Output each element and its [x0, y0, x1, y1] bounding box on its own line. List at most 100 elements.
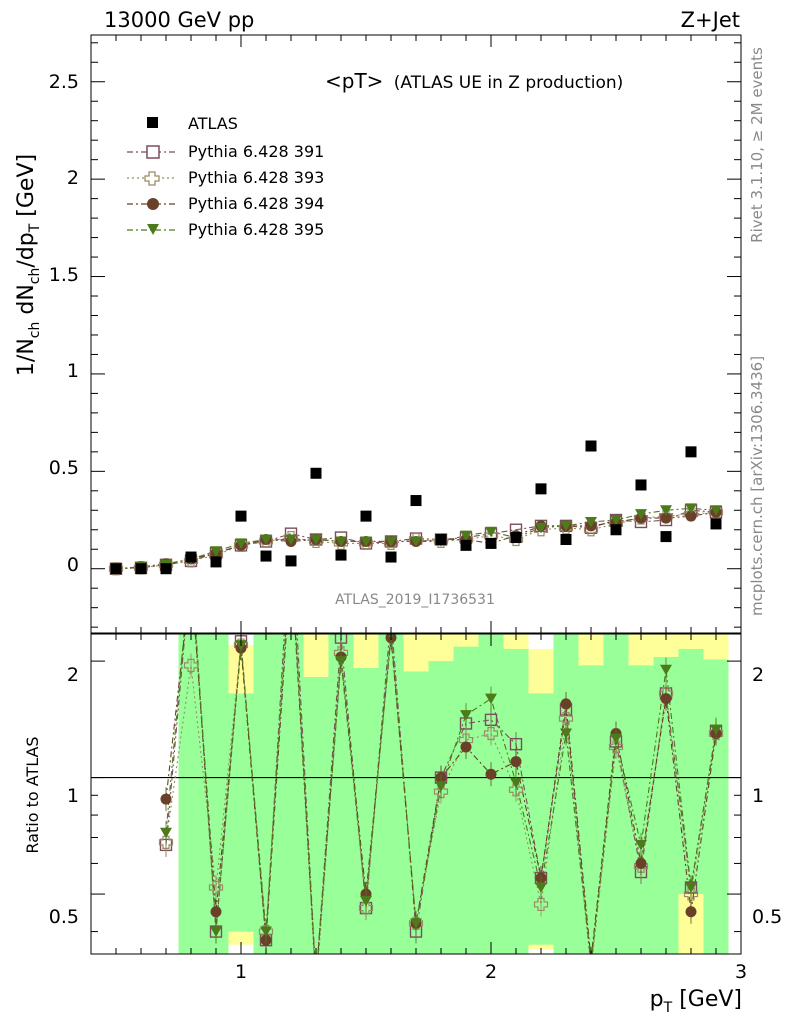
atlas-point-17: [535, 483, 547, 495]
ytick-2: 2: [67, 167, 79, 189]
legend-marker-atlas: [147, 117, 158, 128]
collision-label: 13000 GeV pp: [104, 8, 254, 32]
rtick-left-2: 2: [67, 664, 79, 686]
xtick-3: 3: [735, 961, 747, 983]
ratio-point-p393-16: [508, 783, 524, 797]
atlas-point-24: [710, 518, 722, 530]
atlas-point-13: [435, 534, 447, 546]
ratio-point-p393-3: [183, 658, 199, 672]
atlas-point-20: [610, 524, 622, 536]
ratio-point-p393-15: [483, 726, 499, 741]
main-point-p395-17: [535, 522, 547, 534]
ytick-1: 1: [67, 360, 79, 382]
main-point-p395-4: [210, 546, 222, 557]
x-axis-title: pT [GeV]: [650, 987, 742, 1016]
ratio-point-p394-14: [460, 741, 472, 753]
main-point-p395-5: [235, 538, 247, 549]
ratio-point-p395-13: [435, 781, 447, 792]
axis-ticks: [90, 35, 742, 954]
ytick-1.5: 1.5: [49, 264, 79, 286]
mcplots-label: mcplots.cern.ch [arXiv:1306.3436]: [748, 356, 766, 616]
ratio-point-p395-20: [610, 733, 622, 745]
ratio-point-p393-20: [608, 740, 624, 754]
ratio-point-p395-17: [535, 882, 547, 893]
analysis-id: ATLAS_2019_I1736531: [335, 592, 495, 608]
ratio-band-inner-21: [703, 659, 729, 954]
main-series-group: [108, 440, 724, 576]
x-tick-labels: 1 2 3: [235, 961, 747, 983]
main-point-p395-20: [610, 515, 622, 526]
ratio-point-p394-16: [510, 756, 522, 768]
ratio-point-p395-10: [360, 895, 372, 907]
ratio-band-inner-13: [503, 648, 529, 954]
ratio-band-inner-12: [478, 634, 504, 954]
main-point-p395-23: [685, 503, 697, 514]
ratio-point-p393-19: [585, 963, 598, 975]
atlas-point-23: [685, 446, 697, 458]
rtick-left-0.5: 0.5: [49, 906, 79, 928]
rivet-label: Rivet 3.1.10, ≥ 2M events: [748, 47, 766, 243]
atlas-point-2: [160, 563, 172, 575]
atlas-point-15: [485, 537, 497, 549]
atlas-point-16: [510, 532, 522, 544]
main-point-p395-10: [360, 536, 372, 547]
ratio-point-p395-16: [510, 777, 522, 789]
ratio-point-p394-18: [560, 698, 572, 710]
plot-title: <pT> (ATLAS UE in Z production): [325, 69, 623, 93]
ratio-point-p395-2: [160, 827, 172, 839]
legend-marker-393: [144, 171, 160, 186]
main-point-p395-22: [660, 505, 672, 516]
ratio-point-p393-8: [310, 985, 323, 997]
ratio-band-inner-20: [678, 648, 704, 895]
main-point-p395-21: [635, 509, 647, 520]
ytick-2.5: 2.5: [49, 71, 79, 93]
main-point-p395-9: [335, 536, 347, 547]
ratio-point-p394-2: [160, 793, 172, 805]
ratio-uncertainty-bands: [91, 634, 741, 954]
ratio-point-p394-22: [660, 693, 672, 705]
ratio-point-p393-23: [683, 887, 699, 901]
main-point-p395-19: [585, 516, 597, 528]
main-point-p395-8: [310, 534, 322, 546]
rtick-left-1: 1: [67, 785, 79, 807]
ratio-point-p391-7: [286, 516, 297, 527]
legend-label-394: Pythia 6.428 394: [188, 194, 324, 213]
main-point-p395-24: [710, 505, 722, 516]
main-point-p395-12: [410, 536, 422, 547]
atlas-point-7: [285, 555, 297, 567]
ratio-point-p395-15: [485, 693, 497, 705]
ratio-point-p395-6: [260, 926, 272, 938]
ratio-point-p394-8: [311, 974, 322, 985]
legend-label-atlas: ATLAS: [188, 114, 238, 133]
ratio-point-p394-3: [186, 571, 197, 582]
ratio-point-p395-24: [710, 724, 722, 736]
ratio-point-p391-8: [311, 974, 322, 985]
ratio-point-p395-8: [310, 975, 322, 986]
y-main-tick-labels: 0 0.5 1 1.5 2 2.5: [49, 71, 79, 576]
ratio-band-inner-11: [453, 646, 479, 954]
atlas-point-5: [235, 510, 247, 522]
ratio-point-p395-21: [635, 839, 647, 851]
atlas-point-6: [260, 550, 272, 562]
main-point-p395-6: [260, 534, 272, 546]
atlas-point-18: [560, 534, 572, 546]
ratio-band-inner-9: [403, 671, 429, 954]
atlas-point-3: [185, 551, 197, 563]
ratio-band-inner-17: [603, 634, 629, 954]
ratio-point-p395-4: [210, 926, 222, 938]
main-point-p395-15: [485, 526, 497, 538]
atlas-point-21: [635, 479, 647, 491]
legend-label-391: Pythia 6.428 391: [188, 142, 324, 161]
ratio-point-p393-13: [433, 784, 449, 799]
main-point-p394-23: [685, 510, 697, 522]
y-ratio-tick-labels: 0.5 1 2 0.5 1 2: [49, 664, 782, 928]
ratio-point-p391-11: [386, 612, 397, 623]
atlas-point-22: [660, 531, 672, 543]
ratio-point-p394-4: [210, 906, 222, 918]
xtick-1: 1: [235, 961, 247, 983]
process-label: Z+Jet: [681, 8, 740, 32]
ytick-0.5: 0.5: [49, 457, 79, 479]
main-point-p395-11: [385, 536, 397, 547]
ytick-0: 0: [67, 554, 79, 576]
